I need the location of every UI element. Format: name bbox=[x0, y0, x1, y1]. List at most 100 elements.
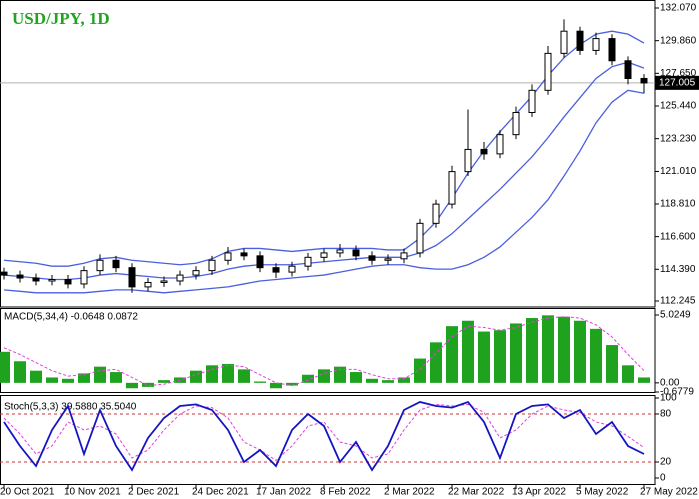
macd-bar bbox=[494, 330, 506, 383]
x-tick-label: 8 Feb 2022 bbox=[320, 487, 371, 498]
candle-body bbox=[528, 89, 536, 113]
y-tick-label: 0 bbox=[660, 473, 666, 484]
y-tick-label: 129.860 bbox=[660, 35, 697, 46]
macd-bar bbox=[574, 320, 586, 383]
stoch-signal bbox=[3, 403, 645, 462]
last-price-box bbox=[655, 75, 699, 90]
macd-bar bbox=[94, 366, 106, 383]
candle-body bbox=[336, 249, 344, 254]
stoch-panel bbox=[0, 395, 656, 485]
y-tick-label: 121.010 bbox=[660, 166, 697, 177]
candle-body bbox=[560, 30, 568, 54]
y-tick-label: 114.390 bbox=[660, 264, 696, 275]
y-tick-label: 100 bbox=[660, 393, 677, 404]
x-tick-label: 10 Nov 2021 bbox=[64, 487, 121, 498]
candle-body bbox=[640, 77, 648, 84]
macd-bar bbox=[0, 351, 10, 383]
candle-body bbox=[224, 252, 232, 261]
candle-body bbox=[112, 259, 120, 269]
y-tick-label: 0.00 bbox=[660, 377, 680, 388]
candle-body bbox=[576, 30, 584, 51]
candle-body bbox=[96, 259, 104, 272]
macd-bar bbox=[14, 361, 26, 383]
macd-bar bbox=[622, 365, 634, 383]
macd-bar bbox=[30, 370, 42, 383]
candle-body bbox=[128, 267, 136, 288]
y-tick-label: 20 bbox=[660, 457, 672, 468]
macd-bar bbox=[398, 377, 410, 383]
band-middle bbox=[3, 61, 645, 281]
candle-body bbox=[448, 171, 456, 205]
y-tick-label: 125.440 bbox=[660, 101, 697, 112]
macd-bar bbox=[414, 358, 426, 383]
macd-bar bbox=[478, 331, 490, 383]
macd-bar bbox=[382, 380, 394, 383]
chart-title: USD/JPY, 1D bbox=[12, 9, 110, 28]
candle-body bbox=[624, 60, 632, 79]
candle-body bbox=[368, 255, 376, 261]
macd-bar bbox=[158, 380, 170, 383]
candle-body bbox=[288, 265, 296, 273]
x-tick-label: 2 Mar 2022 bbox=[384, 487, 435, 498]
macd-bar bbox=[238, 369, 250, 383]
candle-body bbox=[48, 278, 56, 282]
macd-bar bbox=[142, 382, 154, 387]
y-tick-label: 80 bbox=[660, 409, 672, 420]
candle-body bbox=[320, 252, 328, 258]
candle-body bbox=[160, 280, 168, 283]
candle-body bbox=[432, 203, 440, 224]
y-tick-label: 123.230 bbox=[660, 133, 697, 144]
x-tick-label: 22 Mar 2022 bbox=[448, 487, 505, 498]
x-tick-label: 5 May 2022 bbox=[576, 487, 629, 498]
macd-bar bbox=[206, 365, 218, 383]
macd-bar bbox=[462, 320, 474, 383]
macd-bar bbox=[526, 318, 538, 383]
macd-bar bbox=[190, 370, 202, 383]
x-tick-label: 24 Dec 2021 bbox=[192, 487, 249, 498]
candle-body bbox=[64, 278, 72, 285]
macd-signal bbox=[3, 316, 645, 387]
macd-bar bbox=[286, 382, 298, 386]
stoch-label: Stoch(5,3,3) 39.5880 35.5040 bbox=[4, 402, 137, 413]
candle-body bbox=[32, 277, 40, 282]
stoch-main bbox=[3, 400, 645, 472]
macd-bar bbox=[78, 373, 90, 383]
y-tick-label: 118.810 bbox=[660, 199, 696, 210]
candle-body bbox=[192, 270, 200, 276]
last-price-label: 127.005 bbox=[659, 77, 696, 88]
macd-bar bbox=[606, 345, 618, 383]
macd-bar bbox=[334, 366, 346, 383]
candle-body bbox=[16, 274, 24, 279]
y-tick-label: 112.245 bbox=[660, 296, 696, 307]
candle-body bbox=[80, 270, 88, 285]
candle-body bbox=[304, 256, 312, 267]
candle-body bbox=[352, 249, 360, 257]
x-tick-label: 13 Apr 2022 bbox=[512, 487, 566, 498]
macd-label: MACD(5,34,4) -0.0648 0.0872 bbox=[4, 312, 138, 323]
candle-body bbox=[608, 38, 616, 62]
candle-body bbox=[240, 252, 248, 257]
macd-bar bbox=[46, 377, 58, 383]
macd-bar bbox=[62, 378, 74, 383]
y-tick-label: 116.600 bbox=[660, 231, 696, 242]
candle-body bbox=[0, 271, 8, 276]
candle-body bbox=[480, 148, 488, 155]
candle-body bbox=[592, 38, 600, 51]
macd-bar bbox=[318, 369, 330, 383]
candle-body bbox=[416, 222, 424, 254]
macd-panel bbox=[0, 308, 656, 393]
macd-bar bbox=[126, 382, 138, 389]
candle-body bbox=[400, 252, 408, 260]
x-tick-label: 20 Oct 2021 bbox=[0, 487, 55, 498]
x-tick-label: 17 Jan 2022 bbox=[256, 487, 311, 498]
macd-bar bbox=[542, 315, 554, 383]
candle-body bbox=[544, 52, 552, 91]
candle-body bbox=[496, 134, 504, 155]
candle-body bbox=[464, 148, 472, 173]
y-tick-label: 5.0249 bbox=[660, 310, 691, 321]
macd-bar bbox=[270, 382, 282, 389]
macd-bar bbox=[638, 377, 650, 383]
candle-body bbox=[512, 111, 520, 136]
